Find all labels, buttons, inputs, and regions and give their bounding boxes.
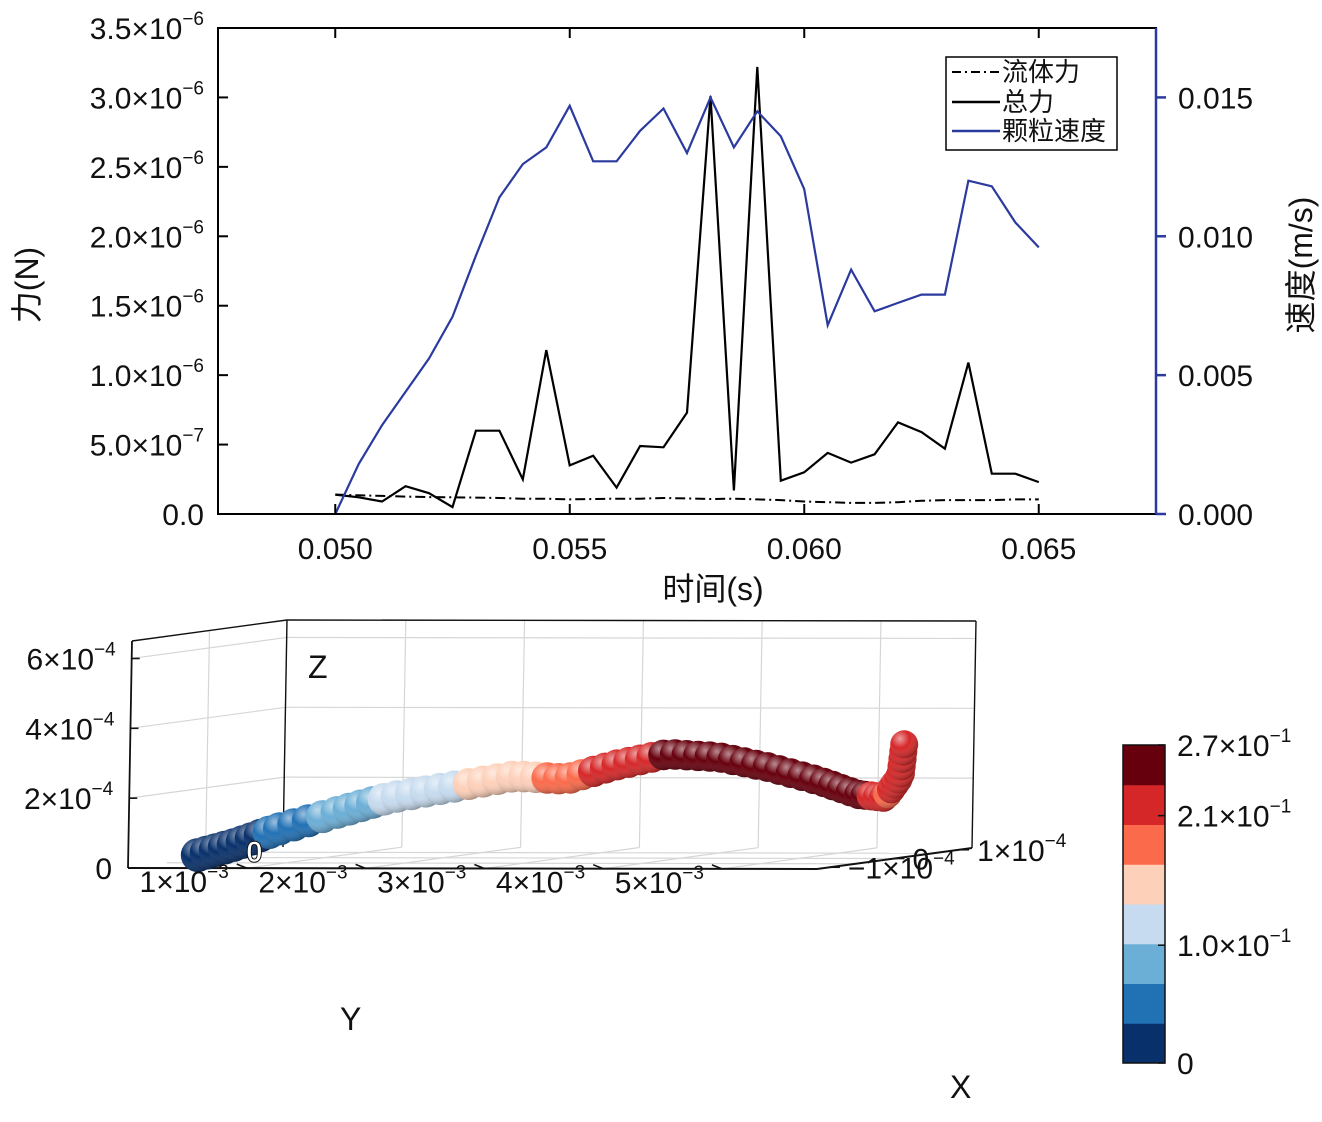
colorbar-level: [1123, 983, 1165, 1024]
y-tick-label: 2.5×10−6: [90, 148, 204, 185]
colorbar-tick-label: 1.0×10−1: [1177, 926, 1291, 963]
y-axis-label: 力(N): [9, 247, 45, 323]
grid-line: [638, 620, 644, 848]
y-tick-mark-3d: [355, 863, 366, 870]
y-tick-label-3d: 3×10−3: [377, 863, 466, 900]
grid-line: [166, 862, 856, 865]
y-tick-label: 3.0×10−6: [90, 78, 204, 115]
y2-tick-label: 0.010: [1178, 221, 1253, 254]
y-axis-label-3d: Y: [340, 1001, 361, 1037]
grid-line: [401, 620, 407, 848]
colorbar-tick-label: 2.7×10−1: [1177, 726, 1291, 763]
z-axis-line: [127, 640, 133, 869]
y2-axis-label: 速度(m/s): [1283, 197, 1319, 334]
y-tick-label: 5.0×10−7: [90, 426, 204, 463]
y-tick-mark-3d: [592, 863, 604, 870]
grid-line: [519, 620, 526, 848]
z-axis-label: Z: [308, 649, 328, 685]
grid-line: [876, 620, 882, 848]
grid-line: [244, 851, 934, 854]
box-edge: [131, 619, 288, 642]
z-tick-label: 0: [95, 853, 112, 886]
box-edge: [971, 620, 977, 849]
y2-tick-label: 0.000: [1178, 499, 1253, 532]
box-edge: [282, 619, 288, 848]
x-axis-label: 时间(s): [662, 571, 763, 607]
trajectory-3d-chart: 0 2×10−4 4×10−4 6×10−4 1×10−3 2×10−3 3×10−3 4×1…: [24, 619, 1291, 1105]
z-tick-label: 2×10−4: [24, 779, 114, 816]
colorbar-tick-label: 2.1×10−1: [1177, 797, 1291, 834]
legend-label-fluid-force: 流体力: [1002, 57, 1080, 87]
colorbar-frame: [1122, 744, 1166, 1064]
grid-line: [285, 706, 975, 709]
y-tick-label-3d: 1×10−3: [140, 862, 229, 899]
y-tick-label-3d: 5×10−3: [615, 863, 704, 900]
force-velocity-chart: 0.050 0.055 0.060 0.065 0.0 5.0×10−7 1.0×10−6 1…: [9, 9, 1319, 607]
colorbar-level: [1123, 1023, 1165, 1064]
legend-label-total-force: 总力: [1002, 87, 1054, 117]
legend-box: [945, 56, 1118, 151]
colorbar-level: [1123, 745, 1165, 786]
box-edge: [286, 619, 977, 622]
y-tick-label: 2.0×10−6: [90, 217, 204, 254]
inner-origin-label: 0: [246, 836, 263, 869]
z-tick-label: 6×10−4: [26, 639, 116, 676]
legend-label-particle-velocity: 颗粒速度: [1002, 116, 1106, 146]
colorbar-level: [1123, 824, 1165, 865]
x-axis-label-3d: X: [950, 1069, 971, 1105]
x-tick-label-3d: −1×10−4: [848, 848, 955, 885]
y-tick-label: 1.0×10−6: [90, 356, 204, 393]
y-tick-label: 1.5×10−6: [90, 287, 204, 324]
trajectory-particle: [890, 730, 919, 759]
trajectory-particles: [180, 730, 919, 873]
y-tick-label-3d: 2×10−3: [258, 862, 347, 899]
colorbar-level: [1123, 943, 1165, 984]
grid-line: [205, 856, 895, 860]
y-tick-label: 0.0: [162, 499, 204, 532]
x-tick-label: 0.050: [298, 533, 373, 566]
3d-tick-labels: 0 2×10−4 4×10−4 6×10−4 1×10−3 2×10−3 3×10−3 4×1…: [24, 639, 1067, 899]
y-tick-mark-3d: [474, 863, 485, 870]
colorbar-level: [1123, 784, 1165, 825]
y-tick-label-3d: 4×10−3: [496, 863, 585, 900]
grid-line: [286, 636, 976, 640]
x-tick-label: 0.065: [1001, 533, 1076, 566]
z-tick-label: 4×10−4: [25, 709, 115, 746]
series-line-total-force: [335, 66, 1040, 509]
y-tick-mark-3d: [711, 864, 723, 870]
series-line-fluid-force: [335, 493, 1039, 504]
colorbar-level: [1123, 904, 1165, 945]
x-tick-label-3d: 0: [913, 844, 930, 877]
grid-line: [204, 630, 211, 858]
legend: 流体力 总力 颗粒速度: [945, 56, 1118, 151]
y-tick-mark-3d: [236, 863, 248, 869]
3d-axes: [127, 619, 977, 870]
series-line-particle-velocity: [334, 94, 1040, 515]
colorbar-level: [1123, 864, 1165, 905]
y-axis-line: [127, 867, 818, 870]
colorbar-tick-label: 0: [1177, 1048, 1194, 1081]
y2-tick-label: 0.005: [1178, 360, 1253, 393]
x-tick-label-3d: 1×10−4: [977, 831, 1067, 868]
y-tick-label: 3.5×10−6: [90, 9, 204, 46]
colorbar: 0 1.0×10−1 2.1×10−1 2.7×10−1: [1122, 726, 1291, 1081]
x-tick-label: 0.055: [532, 533, 607, 566]
y2-tick-label: 0.015: [1178, 82, 1253, 115]
x-tick-label: 0.060: [767, 533, 842, 566]
grid-line: [757, 620, 763, 848]
